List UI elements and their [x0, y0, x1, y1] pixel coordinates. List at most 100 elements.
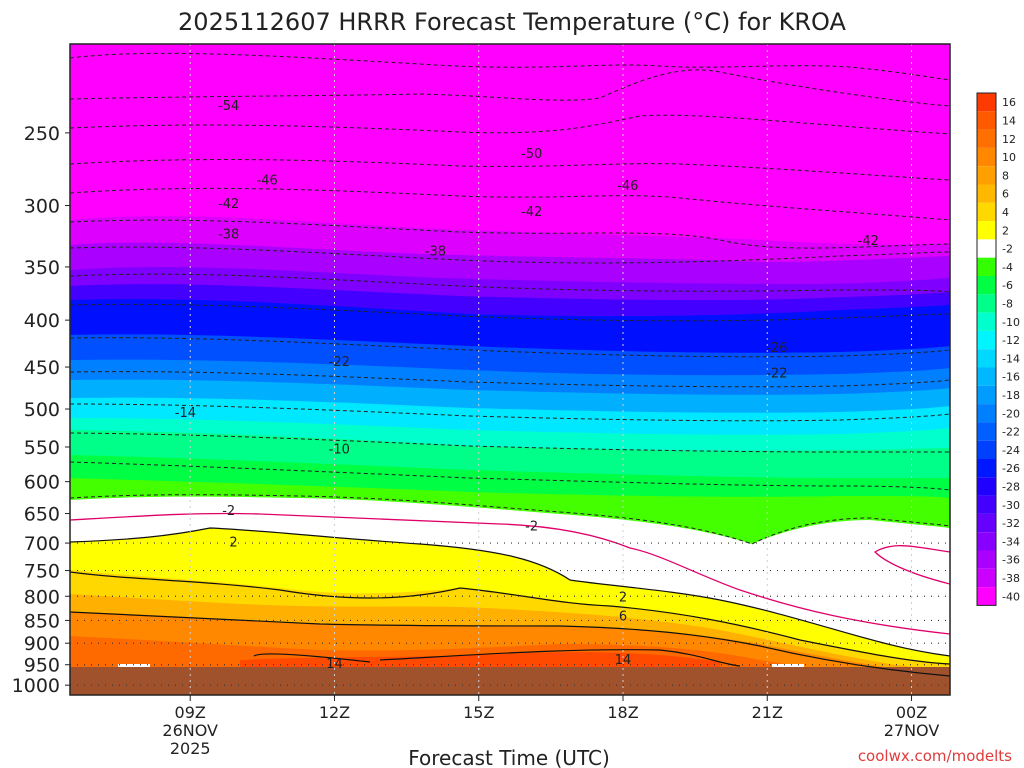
colorbar-label: -34: [1002, 535, 1020, 548]
isotherm-label: -2: [222, 504, 235, 519]
colorbar-swatch: [977, 587, 996, 606]
colorbar-label: 10: [1002, 151, 1016, 164]
isotherm-line: [70, 246, 950, 264]
isotherm-line: [70, 527, 950, 657]
isotherm-line: [70, 303, 950, 322]
surface-ground: [70, 667, 950, 695]
freezing-line: [70, 512, 950, 635]
colorbar-label: -18: [1002, 389, 1020, 402]
isotherm-label: -2: [525, 520, 538, 535]
y-axis: 2503003504004505005506006507007508008509…: [12, 123, 70, 697]
isotherm-line: [70, 219, 950, 249]
isotherm-line: [70, 114, 950, 135]
y-tick-label: 300: [24, 196, 60, 218]
colorbar-swatch: [977, 276, 996, 295]
colorbar-swatch: [977, 459, 996, 478]
isotherm-label: -46: [617, 179, 638, 194]
isotherm-label: 14: [615, 653, 632, 668]
isotherm-line: [70, 571, 950, 665]
y-tick-label: 800: [24, 586, 60, 608]
colorbar-swatch: [977, 440, 996, 459]
surface-marker-left: [118, 664, 150, 667]
colorbar-label: -30: [1002, 499, 1020, 512]
isotherm-label: -46: [257, 173, 278, 188]
plot-frame: [69, 43, 951, 696]
colorbar-label: -14: [1002, 352, 1020, 365]
solid-isotherms: [70, 527, 950, 677]
isotherm-line: [253, 649, 741, 667]
colorbar-label: -10: [1002, 316, 1020, 329]
colorbar-label: -16: [1002, 371, 1020, 384]
y-tick-label: 250: [24, 123, 60, 145]
colorbar-label: -32: [1002, 517, 1020, 530]
isotherm-label: -42: [521, 205, 542, 220]
colorbar-swatch: [977, 330, 996, 350]
colorbar-label: 6: [1002, 188, 1009, 201]
colorbar-label: -8: [1002, 297, 1013, 310]
isotherm-labels: -54-50-46 -46-42-42-42-38-38-26-22-22-14-…: [175, 99, 879, 672]
colorbar-label: 8: [1002, 169, 1009, 182]
colorbar-label: -6: [1002, 279, 1013, 292]
isotherm-label: -42: [218, 197, 239, 212]
colorbar-swatch: [977, 184, 996, 203]
y-tick-label: 700: [24, 533, 60, 555]
colorbar-label: 16: [1002, 96, 1016, 109]
x-tick-label: 15Z: [463, 703, 494, 722]
isotherm-line: [70, 403, 950, 422]
y-tick-label: 650: [24, 504, 60, 526]
colorbar-swatch: [977, 532, 996, 551]
freezing-isotherm: [70, 512, 950, 635]
colorbar-label: 4: [1002, 206, 1009, 219]
isotherm-line: [70, 187, 950, 221]
colorbar-label: -38: [1002, 572, 1020, 585]
isotherm-line: [70, 52, 950, 81]
colorbar-swatch: [977, 166, 996, 185]
y-tick-label: 400: [24, 310, 60, 332]
colorbar-swatch: [977, 513, 996, 533]
x-tick-label: 21Z: [752, 703, 783, 722]
colorbar-swatch: [977, 477, 996, 496]
isotherm-label: -22: [329, 355, 350, 370]
x-tick-date: 27NOV: [884, 721, 940, 740]
isotherm-line: [70, 69, 950, 107]
x-tick-label: 18Z: [607, 703, 638, 722]
colorbar-swatch: [977, 239, 996, 258]
colorbar-swatch: [977, 312, 996, 331]
colorbar-label: -2: [1002, 243, 1013, 256]
x-axis-title: Forecast Time (UTC): [408, 746, 610, 768]
colorbar: 16 14 12 10 8 6 4 2 -2 -4 -6 -8 -10 -12 -14 -16 -18 -20 -2…: [976, 92, 1020, 606]
colorbar-swatch: [977, 147, 996, 167]
colorbar-swatch: [977, 221, 996, 240]
isotherm-label: -38: [425, 245, 446, 260]
y-tick-label: 550: [24, 437, 60, 459]
colorbar-swatch: [977, 495, 996, 514]
x-tick-year: 2025: [170, 739, 211, 758]
isotherm-line: [70, 159, 950, 181]
isotherm-label: -10: [329, 442, 350, 457]
dashed-isotherms: [70, 52, 950, 545]
x-tick-date: 26NOV: [162, 721, 218, 740]
colorbar-swatch: [977, 257, 996, 276]
colorbar-swatch: [977, 294, 996, 313]
x-tick-label: 09Z: [175, 703, 206, 722]
colorbar-label: -22: [1002, 426, 1020, 439]
colorbar-swatch: [977, 367, 996, 386]
y-tick-label: 850: [24, 610, 60, 632]
y-tick-label: 600: [24, 472, 60, 494]
isotherm-label: 6: [619, 610, 627, 625]
colorbar-label: -24: [1002, 444, 1020, 457]
colorbar-label: -28: [1002, 480, 1020, 493]
colorbar-label: -36: [1002, 554, 1020, 567]
colorbar-swatch: [977, 568, 996, 588]
colorbar-swatch: [977, 385, 996, 405]
surface-marker-right: [772, 664, 804, 667]
y-tick-label: 450: [24, 357, 60, 379]
y-tick-label: 350: [24, 257, 60, 279]
colorbar-frame: [976, 92, 997, 606]
credit-link[interactable]: coolwx.com/modelts: [858, 747, 1012, 765]
colorbar-label: -26: [1002, 462, 1020, 475]
isotherm-label: 14: [326, 657, 343, 672]
isotherm-line: [70, 273, 950, 293]
